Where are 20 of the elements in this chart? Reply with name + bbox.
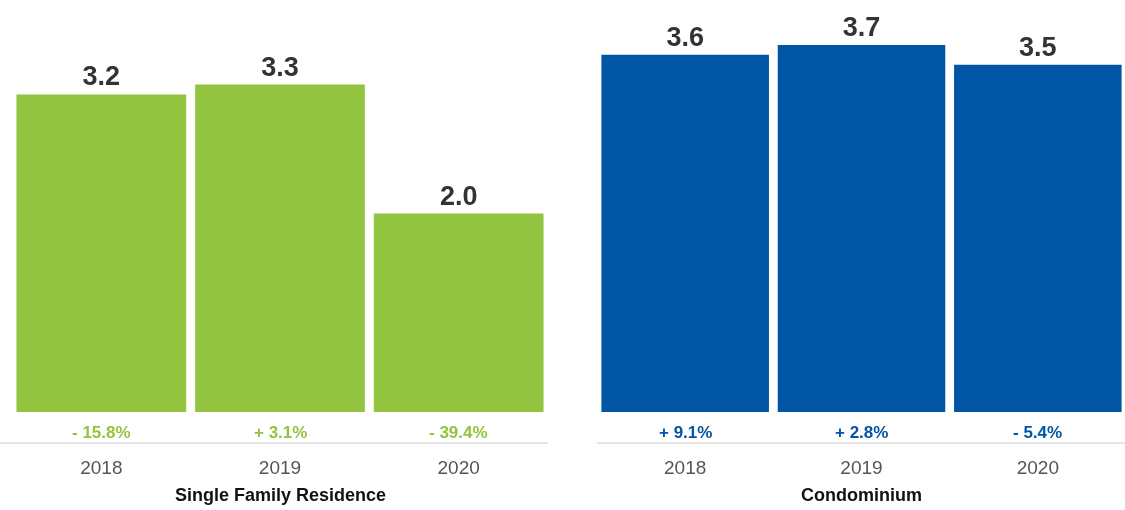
text: + 3.1% <box>254 423 308 442</box>
text: + 2.8% <box>834 423 888 442</box>
text: - 15.8% <box>72 423 131 442</box>
x-tick-label: 2020 <box>1016 457 1059 478</box>
x-tick-label: 2018 <box>80 457 123 478</box>
data-label: 2.0 <box>439 180 478 211</box>
x-tick-label: 2019 <box>839 457 883 478</box>
text: + 9.1% <box>658 423 712 442</box>
x-tick-label: 2020 <box>437 457 480 478</box>
x-axis-title: Condominium <box>800 485 922 505</box>
data-label: 3.5 <box>1018 31 1057 62</box>
data-label: 3.3 <box>261 51 299 82</box>
x-tick-label: 2018 <box>663 457 706 478</box>
text: - 5.4% <box>1012 423 1062 442</box>
text: - 39.4% <box>429 423 488 442</box>
data-label: 3.6 <box>665 21 704 52</box>
data-label: 3.7 <box>842 11 880 42</box>
x-axis-title: Single Family Residence <box>175 485 387 505</box>
x-tick-label: 2019 <box>258 457 302 478</box>
data-label: 3.2 <box>82 61 121 92</box>
